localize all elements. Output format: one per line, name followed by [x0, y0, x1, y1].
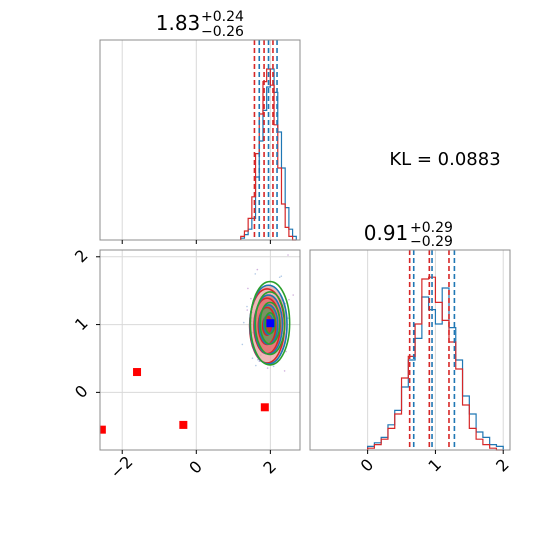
- hist2-series-1: [367, 276, 504, 451]
- sample-point: [246, 309, 249, 311]
- sample-point: [255, 364, 257, 367]
- hist2-tick-label-0: 0: [357, 455, 378, 476]
- sample-point: [250, 297, 252, 300]
- panel-top-left-histogram: [99, 39, 301, 244]
- hist1-series-1: [240, 68, 297, 241]
- hist1-series-0: [240, 68, 297, 240]
- hist1-frame: [99, 39, 301, 241]
- scatter-tick-label-y-2: 2: [71, 246, 92, 267]
- scatter-tick-label-x-2: 2: [259, 457, 280, 478]
- sample-point: [278, 276, 281, 279]
- sample-point: [287, 254, 289, 256]
- scatter-plot-area: [100, 250, 300, 450]
- sample-point: [246, 305, 248, 308]
- sample-point: [254, 273, 257, 275]
- sample-point: [292, 294, 294, 296]
- sample-point: [288, 298, 290, 301]
- sample-point: [280, 275, 283, 278]
- scatter-frame: [99, 249, 301, 451]
- title-plus-1: +0.24: [201, 9, 244, 25]
- sample-point: [285, 350, 287, 353]
- panel-bottom-left-scatter: −2 0 2 0 1 2: [71, 246, 301, 482]
- hist2-series-0: [367, 287, 504, 450]
- contour-line-2-0: [249, 280, 291, 366]
- outlier-point-1: [133, 368, 142, 377]
- sample-point: [241, 343, 244, 346]
- title-top-left: 1.83 +0.24 −0.26: [156, 9, 244, 40]
- title-minus-2: −0.29: [410, 234, 453, 250]
- sample-point: [242, 321, 245, 324]
- hist2-tick-label-1: 1: [424, 455, 445, 476]
- outlier-point-2: [179, 420, 188, 429]
- outlier-point-3: [260, 403, 269, 412]
- sample-point: [283, 370, 286, 372]
- sample-point: [257, 358, 259, 361]
- scatter-tick-label-x-1: 0: [185, 457, 206, 478]
- contour-line-2-3: [264, 311, 276, 335]
- sample-point: [251, 357, 254, 360]
- sample-point: [256, 268, 259, 271]
- hist2-frame: [309, 249, 511, 451]
- title-minus-1: −0.26: [201, 24, 244, 40]
- sample-point: [266, 367, 269, 369]
- hist2-tick-label-2: 2: [492, 455, 513, 476]
- title-value-1: 1.83: [156, 11, 201, 35]
- contour-line-2-2: [259, 301, 281, 345]
- scatter-tick-label-x-0: −2: [106, 452, 136, 482]
- panel-bottom-right-histogram: 0 1 2: [309, 249, 513, 476]
- kl-annotation: KL = 0.0883: [389, 149, 500, 170]
- scatter-tick-label-y-1: 1: [71, 314, 92, 335]
- sample-point: [272, 365, 275, 368]
- outlier-point-0: [100, 425, 106, 434]
- title-plus-2: +0.29: [410, 220, 453, 236]
- title-bottom-right: 0.91 +0.29 −0.29: [364, 220, 453, 250]
- scatter-tick-label-y-0: 0: [71, 381, 92, 402]
- title-value-2: 0.91: [364, 221, 409, 245]
- contour-line-2-1: [254, 291, 286, 356]
- sample-point: [247, 287, 249, 290]
- truth-point: [266, 319, 275, 328]
